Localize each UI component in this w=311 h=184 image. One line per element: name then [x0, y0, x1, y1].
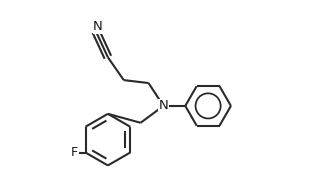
Text: N: N — [93, 20, 103, 33]
Text: N: N — [159, 99, 168, 112]
Text: F: F — [71, 146, 78, 159]
